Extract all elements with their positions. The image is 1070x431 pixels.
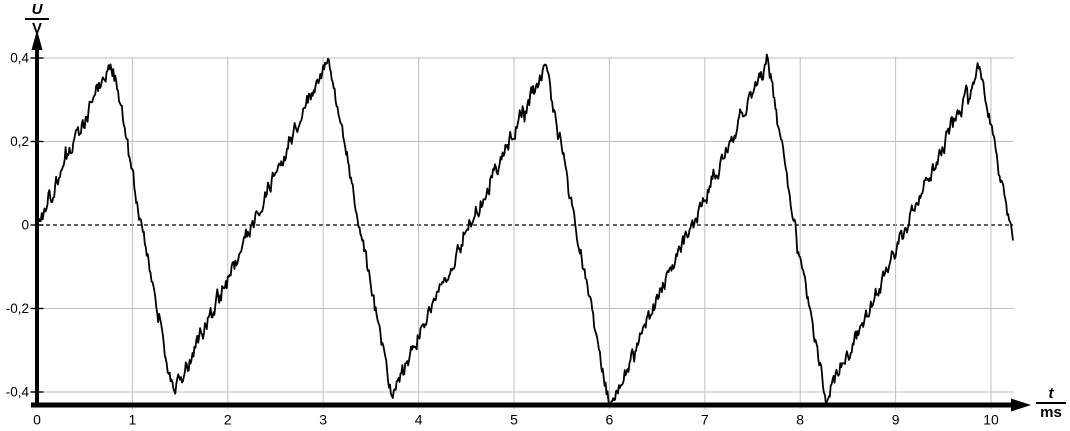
y-unit-numerator: U xyxy=(25,2,49,20)
x-tick-label: 10 xyxy=(983,412,999,428)
x-tick-label: 7 xyxy=(701,412,709,428)
x-axis-arrow xyxy=(1011,398,1031,412)
y-axis-arrow xyxy=(31,30,43,50)
y-axis-unit-label: U V xyxy=(25,2,49,36)
x-tick-label: 3 xyxy=(319,412,327,428)
x-tick-label: 4 xyxy=(415,412,423,428)
x-tick-label: 9 xyxy=(892,412,900,428)
y-unit-denominator: V xyxy=(31,20,42,37)
waveform-trace xyxy=(36,53,1014,407)
y-tick-label: 0,4 xyxy=(10,51,29,66)
x-axis-unit-label: t ms xyxy=(1036,386,1066,420)
x-tick-label: 8 xyxy=(796,412,804,428)
y-tick-label: -0,2 xyxy=(6,301,29,316)
x-tick-label: 0 xyxy=(33,412,41,428)
x-tick-label: 2 xyxy=(224,412,232,428)
y-tick-label: 0,2 xyxy=(10,134,29,149)
y-tick-label: -0,4 xyxy=(6,385,30,400)
y-tick-label: 0 xyxy=(21,218,29,233)
x-tick-label: 6 xyxy=(606,412,614,428)
x-axis-line xyxy=(31,402,1014,408)
y-axis-line xyxy=(35,42,39,408)
x-unit-denominator: ms xyxy=(1040,404,1062,421)
x-tick-label: 5 xyxy=(510,412,518,428)
x-tick-label: 1 xyxy=(129,412,137,428)
x-unit-numerator: t xyxy=(1036,386,1066,404)
